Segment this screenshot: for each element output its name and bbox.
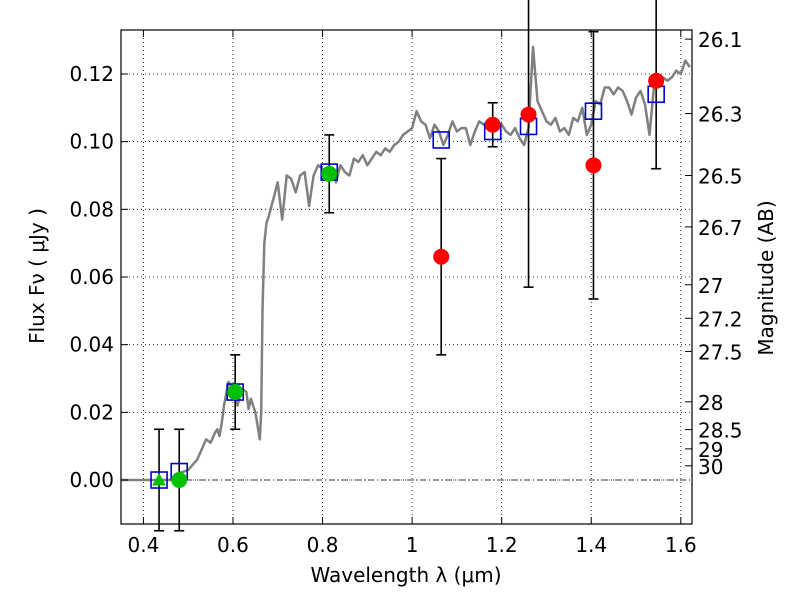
near-ir-point [484, 116, 501, 133]
x-tick-label: 0.4 [127, 533, 159, 557]
y-tick-label: 0.02 [69, 400, 114, 424]
x-tick-label: 1.4 [575, 533, 607, 557]
x-tick-label: 1.6 [665, 533, 697, 557]
optical-detection-point [227, 384, 244, 401]
near-ir-point [648, 72, 665, 89]
x-tick-label: 1 [406, 533, 419, 557]
magnitude-tick-label: 28.5 [698, 419, 743, 443]
model-spectrum-line [121, 45, 691, 482]
magnitude-tick-label: 29 [698, 438, 723, 462]
data-marks [121, 0, 691, 532]
x-axis-ticks: 0.4 0.6 0.8 1 1.2 1.4 1.6 [127, 30, 697, 557]
optical-detection-point [321, 165, 338, 182]
y-tick-label: 0.08 [69, 197, 114, 221]
near-ir-point [520, 106, 537, 123]
y-axis-ticks: 0.00 0.02 0.04 0.06 0.08 0.10 0.12 [69, 62, 128, 492]
y-axis-label: Flux Fν ( μJy ) [25, 208, 49, 344]
magnitude-tick-label: 30 [698, 455, 723, 479]
model-photometry-square [584, 102, 603, 121]
model-photometry-square [150, 471, 168, 489]
near-ir-point [585, 157, 602, 174]
magnitude-tick-label: 28 [698, 391, 723, 415]
x-tick-label: 0.6 [217, 533, 249, 557]
magnitude-tick-label: 26.5 [698, 164, 743, 188]
magnitude-axis-label: Magnitude (AB) [754, 200, 778, 355]
magnitude-tick-label: 26.1 [698, 28, 743, 52]
y-tick-label: 0.00 [69, 468, 114, 492]
x-tick-label: 0.8 [307, 533, 339, 557]
x-axis-label: Wavelength λ (μm) [310, 563, 501, 587]
optical-triangle-point [152, 472, 166, 486]
magnitude-tick-label: 26.7 [698, 216, 743, 240]
plot-frame [120, 29, 693, 525]
magnitude-tick-label: 27.2 [698, 307, 743, 331]
magnitude-tick-label: 27 [698, 274, 723, 298]
magnitude-tick-label: 26.3 [698, 103, 743, 127]
x-tick-label: 1.2 [486, 533, 518, 557]
y-tick-label: 0.12 [69, 62, 114, 86]
magnitude-tick-label: 27.5 [698, 340, 743, 364]
y-tick-label: 0.10 [69, 130, 114, 154]
y-tick-label: 0.06 [69, 265, 114, 289]
y-tick-label: 0.04 [69, 333, 114, 357]
near-ir-point [433, 248, 450, 265]
grid-lines [121, 30, 692, 524]
model-photometry-square [432, 131, 451, 149]
optical-detection-point [171, 472, 188, 489]
